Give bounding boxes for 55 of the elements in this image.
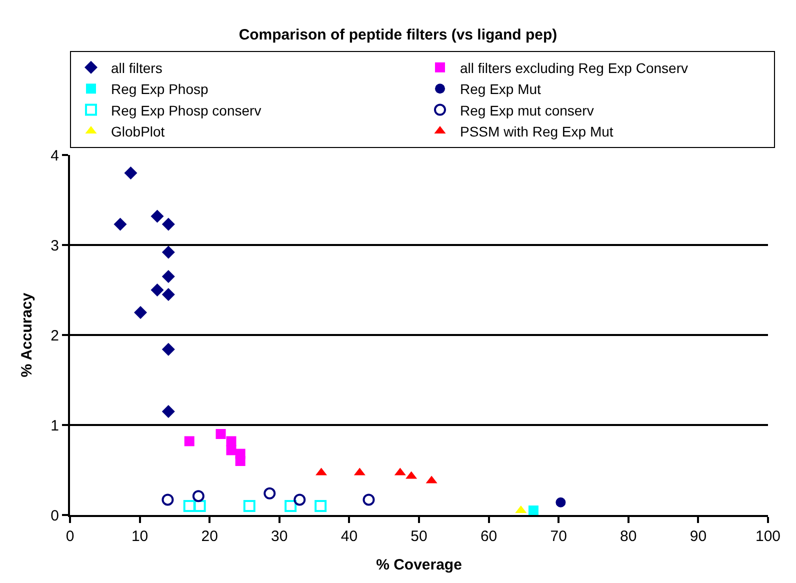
point (192, 490, 204, 502)
legend-label: Reg Exp mut conserv (460, 102, 594, 118)
x-axis-title: % Coverage (376, 556, 462, 574)
x-tick-label: 90 (690, 528, 707, 545)
x-tick-label: 40 (340, 528, 358, 545)
x-tick-label: 10 (131, 528, 148, 545)
point (528, 506, 538, 516)
y-tick-label: 3 (50, 237, 59, 254)
point (162, 246, 175, 259)
point (124, 166, 138, 180)
x-tick-label: 60 (480, 528, 498, 545)
point (150, 210, 164, 223)
y-tick-label: 1 (50, 417, 59, 434)
point (162, 494, 174, 506)
point (235, 456, 246, 466)
point (226, 436, 236, 446)
point (226, 445, 236, 456)
x-tick-label: 0 (66, 528, 74, 545)
point (216, 429, 226, 439)
y-tick-label: 0 (50, 507, 59, 524)
legend-label: Reg Exp Phosp (111, 81, 208, 98)
legend-label: Reg Exp Phosp conserv (111, 102, 262, 118)
point (162, 288, 175, 301)
point (183, 500, 196, 512)
x-tick-label: 20 (201, 528, 218, 545)
legend-label: all filters (111, 60, 162, 76)
point (162, 342, 175, 356)
point (162, 270, 175, 283)
legend-label: all filters excluding Reg Exp Conserv (460, 60, 688, 76)
y-tick-label: 4 (50, 147, 59, 164)
point (294, 494, 306, 506)
point (243, 500, 256, 512)
point (162, 405, 175, 418)
x-tick-label: 80 (620, 528, 637, 545)
y-tick-label: 2 (50, 327, 59, 344)
legend-label: PSSM with Reg Exp Mut (460, 123, 614, 140)
x-tick-label: 100 (755, 528, 781, 545)
x-tick-label: 50 (410, 528, 428, 545)
point (184, 436, 194, 446)
x-tick-label: 70 (550, 528, 567, 545)
legend-label: Reg Exp Mut (460, 81, 542, 98)
point (134, 306, 147, 319)
chart-title: Comparison of peptide filters (vs ligand pep) (238, 26, 558, 44)
legend-label: GlobPlot (111, 123, 165, 140)
point (114, 218, 127, 231)
point (314, 500, 327, 512)
point (362, 494, 375, 506)
y-axis-title: % Accuracy (18, 292, 36, 378)
point (284, 500, 297, 512)
point (264, 487, 276, 500)
point (194, 500, 206, 512)
x-tick-label: 30 (271, 528, 288, 545)
point (150, 284, 164, 296)
point (162, 218, 175, 231)
point (556, 497, 566, 508)
